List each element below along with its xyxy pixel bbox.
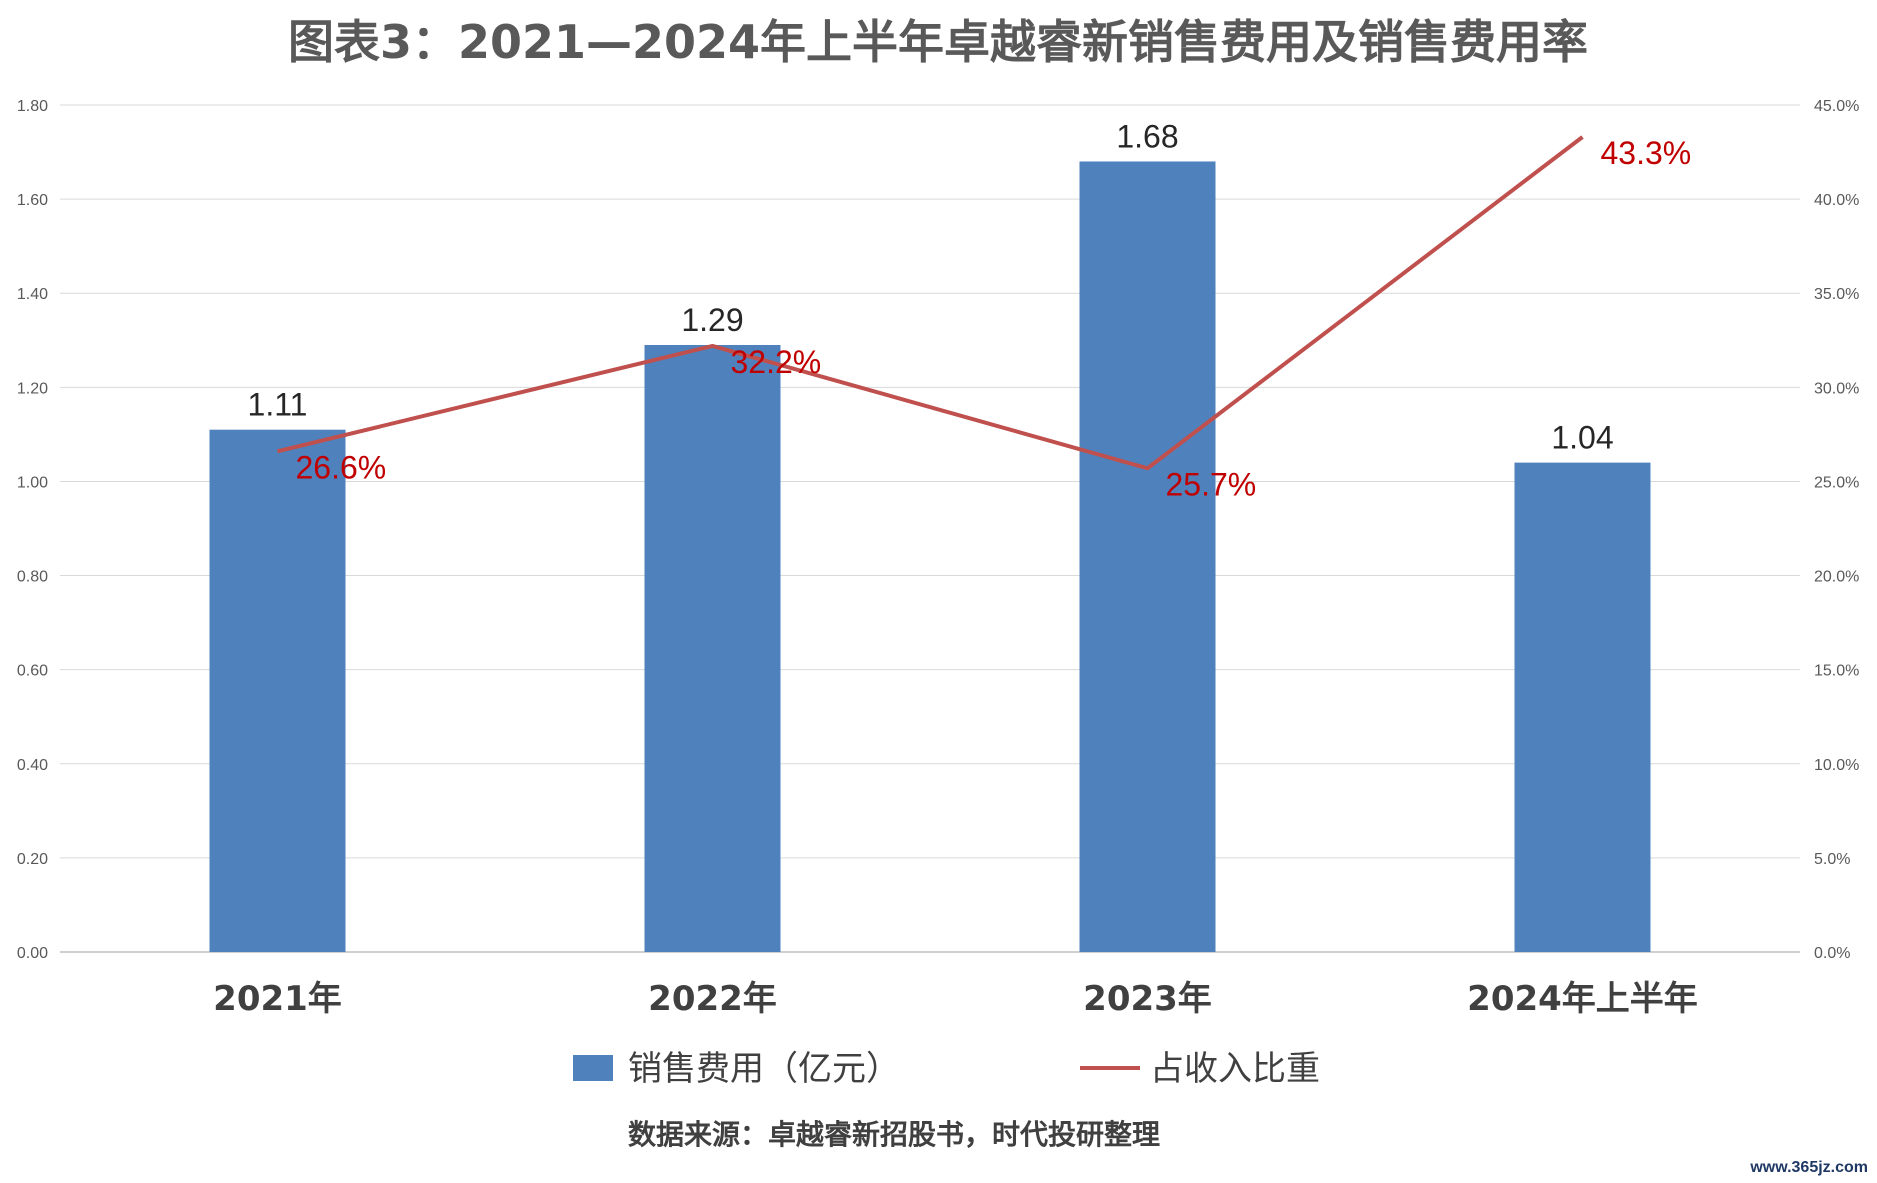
bar xyxy=(1514,462,1651,952)
chart-title: 图表3：2021—2024年上半年卓越睿新销售费用及销售费用率 xyxy=(288,15,1588,69)
watermark: www.365jz.com xyxy=(1749,1159,1868,1176)
line-value-label: 43.3% xyxy=(1601,135,1692,171)
right-tick-label: 10.0% xyxy=(1814,757,1859,774)
bar xyxy=(209,429,346,952)
left-y-axis: 0.00 0.20 0.40 0.60 0.80 1.00 1.20 1.40 1.60 1.80 xyxy=(17,98,48,962)
legend-bar-swatch xyxy=(573,1055,613,1081)
left-tick-label: 1.60 xyxy=(17,192,48,209)
legend-bar-label: 销售费用（亿元） xyxy=(628,1049,900,1089)
right-tick-label: 20.0% xyxy=(1814,569,1859,586)
right-tick-label: 0.0% xyxy=(1814,945,1850,962)
bar-value-label: 1.68 xyxy=(1116,118,1178,154)
right-tick-label: 35.0% xyxy=(1814,286,1859,303)
left-tick-label: 1.00 xyxy=(17,474,48,491)
left-tick-label: 0.00 xyxy=(17,945,48,962)
right-tick-label: 15.0% xyxy=(1814,663,1859,680)
left-tick-label: 1.40 xyxy=(17,286,48,303)
bar-value-label: 1.29 xyxy=(681,302,743,338)
line-series xyxy=(277,135,1584,471)
right-tick-label: 25.0% xyxy=(1814,474,1859,491)
line-value-label: 25.7% xyxy=(1166,466,1257,502)
left-tick-label: 1.80 xyxy=(17,98,48,115)
series-line xyxy=(277,135,1584,471)
left-tick-label: 0.20 xyxy=(17,851,48,868)
bar xyxy=(644,344,781,952)
bar-series xyxy=(209,161,1651,952)
right-tick-label: 5.0% xyxy=(1814,851,1850,868)
left-tick-label: 0.60 xyxy=(17,663,48,680)
legend: 销售费用（亿元） 占收入比重 xyxy=(573,1049,1320,1089)
right-tick-label: 30.0% xyxy=(1814,380,1859,397)
line-data-labels: 26.6% 32.2% 25.7% 43.3% xyxy=(296,135,1692,502)
left-tick-label: 0.80 xyxy=(17,569,48,586)
bar-value-label: 1.04 xyxy=(1551,420,1613,456)
category-axis: 2021年 2022年 2023年 2024年上半年 xyxy=(213,979,1698,1019)
right-tick-label: 45.0% xyxy=(1814,98,1859,115)
left-tick-label: 0.40 xyxy=(17,757,48,774)
legend-line-label: 占收入比重 xyxy=(1150,1049,1320,1089)
bar xyxy=(1079,161,1216,952)
right-y-axis: 0.0% 5.0% 10.0% 15.0% 20.0% 25.0% 30.0% 35.0% 40… xyxy=(1814,98,1859,962)
source-note: 数据来源：卓越睿新招股书，时代投研整理 xyxy=(628,1118,1160,1151)
category-label: 2023年 xyxy=(1083,979,1212,1019)
line-value-label: 26.6% xyxy=(296,449,387,485)
left-tick-label: 1.20 xyxy=(17,380,48,397)
right-tick-label: 40.0% xyxy=(1814,192,1859,209)
bar-value-label: 1.11 xyxy=(248,387,308,423)
category-label: 2022年 xyxy=(648,979,777,1019)
gridlines xyxy=(60,104,1800,953)
category-label: 2021年 xyxy=(213,979,342,1019)
line-value-label: 32.2% xyxy=(731,344,822,380)
bar-data-labels: 1.11 1.29 1.68 1.04 xyxy=(248,118,1614,455)
category-label: 2024年上半年 xyxy=(1467,979,1698,1019)
